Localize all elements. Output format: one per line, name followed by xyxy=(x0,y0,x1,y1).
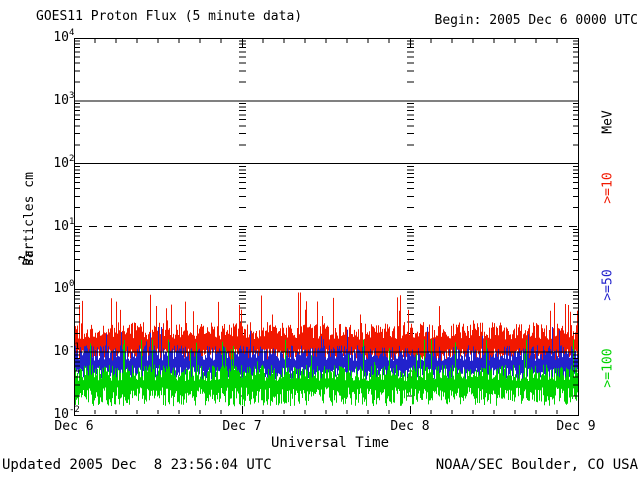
y-tick-label: 10 3 xyxy=(53,90,75,108)
x-tick-label: Dec 8 xyxy=(390,419,430,434)
data-source: NOAA/SEC Boulder, CO USA xyxy=(435,457,638,473)
x-tick-label: Dec 9 xyxy=(556,419,596,434)
chart-title: GOES11 Proton Flux (5 minute data) xyxy=(36,9,303,24)
series-gege50 xyxy=(75,327,578,380)
series-label-ge100: >=100 xyxy=(600,348,616,388)
y-tick-label: 10 1 xyxy=(53,216,75,234)
grid-lines xyxy=(74,100,578,353)
y-tick-label: 10 2 xyxy=(53,153,75,171)
series-label-ge50: >=50 xyxy=(600,269,616,301)
y-tick-label: 10 4 xyxy=(53,28,75,45)
x-tick-label: Dec 7 xyxy=(222,419,262,434)
y-tick-label: 10 0 xyxy=(53,279,75,297)
series-label-ge10: >=10 xyxy=(600,172,616,204)
y-tick-label: 10 -2 xyxy=(53,405,80,422)
y-tick-label: 10 -1 xyxy=(53,342,80,360)
begin-timestamp: Begin: 2005 Dec 6 0000 UTC xyxy=(434,13,639,28)
unit-label-mev: MeV xyxy=(600,110,616,134)
series-gege10 xyxy=(75,292,578,363)
updated-timestamp: Updated 2005 Dec 8 23:56:04 UTC xyxy=(2,457,272,473)
plot-frame xyxy=(74,38,579,416)
series-gege100 xyxy=(75,339,578,407)
axis-ticks xyxy=(75,39,578,414)
x-axis-title: Universal Time xyxy=(270,435,390,451)
x-tick-label: Dec 6 xyxy=(54,419,94,434)
